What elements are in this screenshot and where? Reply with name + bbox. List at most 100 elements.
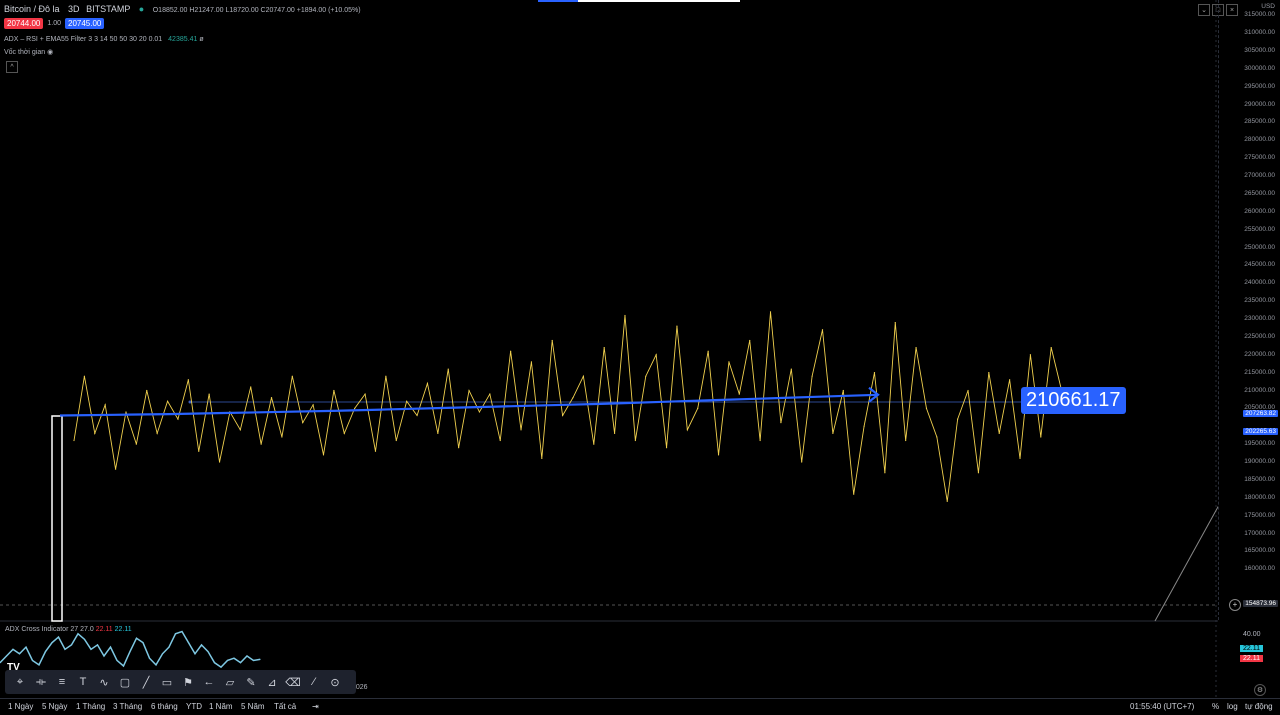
ema-arrow-line[interactable]: [59, 393, 879, 417]
price-point: [655, 354, 657, 356]
adx-point: [142, 642, 144, 644]
price-series-line: [73, 311, 1073, 502]
time-axis-year: 2026: [352, 684, 368, 691]
sell-button[interactable]: 20744.00: [4, 18, 44, 29]
adx-point: [259, 658, 261, 660]
buy-button[interactable]: 20745.00: [65, 18, 105, 29]
symbol-title-row: Bitcoin / Đô la 3D BITSTAMP ● O18852.00 …: [4, 4, 361, 14]
price-tick-label: 165000.00: [1244, 547, 1275, 555]
adx-point: [220, 666, 222, 668]
horizontal-line-icon[interactable]: ⟛: [36, 675, 46, 688]
magic-icon[interactable]: ⁄: [313, 676, 315, 688]
sub-label: Vốc thời gian: [4, 49, 46, 56]
price-point: [1009, 379, 1011, 381]
loading-bar: [538, 0, 740, 2]
price-point: [530, 361, 533, 363]
drawing-toolbar: ⌖ ⟛ ≡ T ∿ ▢ ╱ ▭ ⚑ ← ▱ ✎ ⊿ ⌫ ⁄ ⊙: [5, 670, 356, 694]
measurement-label[interactable]: 210661.17: [1021, 387, 1126, 414]
price-point: [239, 429, 241, 431]
auto-toggle[interactable]: tự động: [1245, 702, 1273, 711]
range-5y[interactable]: 5 Năm: [241, 702, 265, 711]
collapse-chevron-icon[interactable]: ^: [6, 61, 18, 73]
log-toggle[interactable]: log: [1227, 702, 1238, 711]
time-axis-settings-icon[interactable]: ⚙: [1254, 684, 1266, 696]
price-point: [915, 347, 917, 349]
range-1y[interactable]: 1 Năm: [209, 702, 233, 711]
settings-icon[interactable]: ⊙: [330, 676, 340, 689]
ruler-icon[interactable]: ⊿: [267, 676, 277, 689]
range-1d[interactable]: 1 Ngày: [8, 702, 34, 711]
price-axis[interactable]: USD 315000.00 310000.00 305000.00 300000.00…: [1218, 0, 1280, 620]
price-point: [489, 393, 491, 395]
market-status-icon: ●: [138, 4, 145, 14]
adx-point: [168, 646, 170, 648]
adx-point: [246, 655, 248, 657]
range-3m[interactable]: 3 Tháng: [113, 702, 143, 711]
callout-icon[interactable]: ▭: [161, 676, 173, 689]
arrow-icon[interactable]: ←: [203, 676, 215, 688]
brush-icon[interactable]: ✎: [246, 676, 256, 689]
adx-point: [174, 633, 177, 635]
cursor-icon[interactable]: ⌖: [16, 675, 24, 688]
rectangle-icon[interactable]: ▢: [119, 676, 131, 689]
adx-point: [83, 638, 86, 640]
adx-point: [64, 648, 66, 650]
diagonal-trend-line[interactable]: [1154, 467, 1218, 622]
price-tick-label: 240000.00: [1244, 279, 1275, 287]
price-point: [187, 379, 189, 381]
price-point: [769, 311, 772, 313]
indicator-name: ADX – RSI + EMA55 Filter: [4, 36, 87, 43]
price-tick-label: 230000.00: [1244, 315, 1275, 322]
clock-time[interactable]: 01:55:40 (UTC+7): [1130, 702, 1195, 711]
eye-icon[interactable]: ◉: [47, 49, 54, 56]
note-icon[interactable]: ▱: [225, 676, 235, 689]
price-chart[interactable]: [0, 0, 1218, 700]
scroll-down-icon[interactable]: ⌄: [1198, 4, 1210, 16]
range-1m[interactable]: 1 Tháng: [76, 702, 106, 711]
adx-point: [194, 653, 196, 655]
trend-line-icon[interactable]: ╱: [142, 676, 150, 689]
symbol-name[interactable]: Bitcoin / Đô la: [4, 4, 60, 14]
price-point: [894, 321, 896, 324]
range-5d[interactable]: 5 Ngày: [42, 702, 68, 711]
text-icon[interactable]: T: [79, 676, 87, 688]
price-point: [603, 347, 605, 349]
calendar-range-icon[interactable]: ⇥: [312, 702, 319, 711]
panel-tag-red: 22.11: [1240, 655, 1263, 662]
eraser-icon[interactable]: ⌫: [285, 676, 301, 689]
adx-point: [103, 655, 105, 657]
price-tick-label: 175000.00: [1244, 511, 1275, 519]
price-point: [1019, 457, 1021, 460]
currency-label[interactable]: USD: [1261, 3, 1275, 10]
price-point: [520, 429, 522, 431]
price-tick-label: 300000.00: [1244, 64, 1275, 72]
price-tick-label: 185000.00: [1244, 475, 1275, 483]
indicator-legend[interactable]: ADX – RSI + EMA55 Filter 3 3 14 50 50 30…: [4, 36, 204, 43]
range-all[interactable]: Tất cả: [274, 702, 297, 711]
panel-tag-cyan: 22.11: [1240, 645, 1263, 652]
ray-anchor: [188, 400, 192, 404]
price-point: [166, 400, 169, 402]
price-tick-label: 160000.00: [1244, 565, 1275, 573]
add-alert-icon[interactable]: +: [1229, 599, 1241, 611]
range-6m[interactable]: 6 tháng: [151, 702, 178, 711]
price-tick-label: 225000.00: [1244, 332, 1275, 340]
pattern-icon[interactable]: ∿: [99, 676, 109, 689]
flag-icon[interactable]: ⚑: [183, 676, 193, 689]
price-point: [853, 493, 855, 495]
adx-series-line: [0, 630, 261, 669]
close-pane-icon[interactable]: ×: [1226, 4, 1238, 16]
panel-legend[interactable]: ADX Cross Indicator 27 27.0 22.11 22.11: [5, 626, 132, 633]
indicator-extra: ø: [199, 36, 204, 43]
price-tick-label: 280000.00: [1244, 136, 1275, 144]
interval-label[interactable]: 3D: [68, 4, 80, 14]
white-bar-drawing[interactable]: [51, 415, 63, 622]
range-ytd[interactable]: YTD: [186, 702, 202, 711]
price-tick-label: 235000.00: [1244, 297, 1275, 305]
price-point: [905, 439, 907, 442]
adx-point: [187, 642, 190, 644]
adx-point: [200, 644, 203, 646]
percent-toggle[interactable]: %: [1212, 702, 1220, 711]
fib-icon[interactable]: ≡: [58, 676, 66, 688]
price-point: [998, 432, 1000, 435]
